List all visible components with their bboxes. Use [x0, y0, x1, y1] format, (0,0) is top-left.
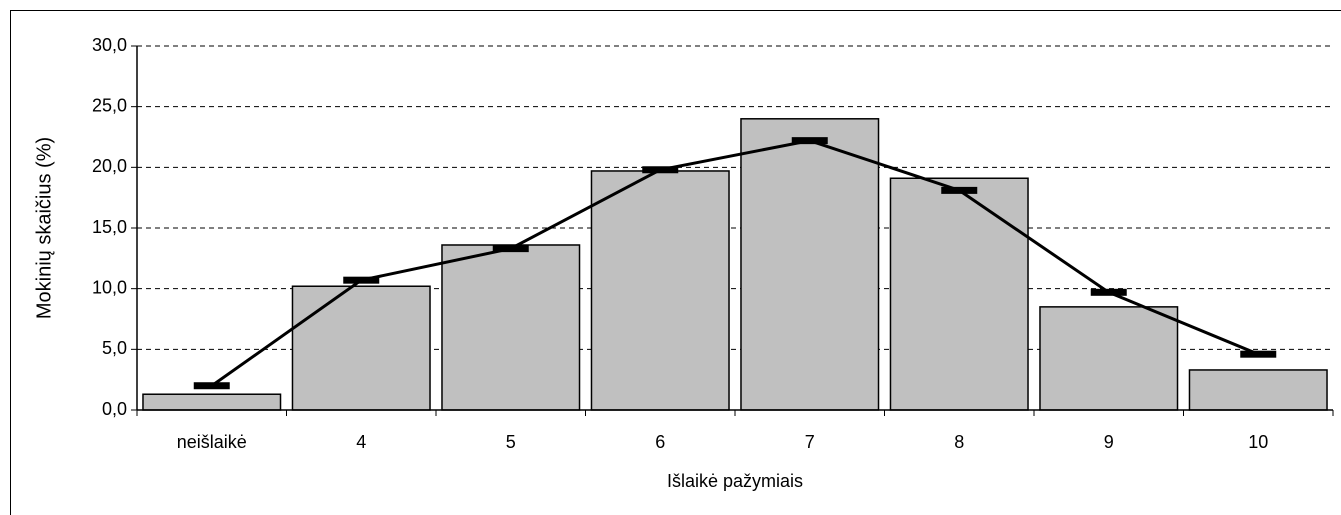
x-tick-label: 8 — [954, 432, 964, 452]
bar — [142, 393, 282, 411]
line-marker — [1090, 288, 1127, 296]
bar — [1039, 306, 1179, 411]
y-tick-label: 25,0 — [92, 95, 127, 115]
x-axis-label: Išlaikė pažymiais — [667, 471, 803, 491]
y-tick-label: 10,0 — [92, 277, 127, 297]
line — [210, 139, 1259, 387]
y-tick-label: 0,0 — [102, 399, 127, 419]
x-tick-label: neišlaikė — [177, 432, 247, 452]
x-tick-label: 5 — [506, 432, 516, 452]
bar — [441, 244, 581, 411]
y-axis-label: Mokinių skaičius (%) — [33, 137, 55, 319]
y-tick-label: 30,0 — [92, 35, 127, 55]
y-tick-label: 15,0 — [92, 217, 127, 237]
y-tick-label: 5,0 — [102, 338, 127, 358]
bar — [1188, 369, 1328, 411]
line-marker — [642, 166, 679, 174]
line-marker — [343, 276, 380, 284]
x-tick-label: 9 — [1104, 432, 1114, 452]
line-marker — [791, 137, 828, 145]
bar — [740, 118, 880, 411]
chart-frame — [10, 10, 1341, 515]
bar — [291, 285, 431, 411]
line-marker — [193, 382, 230, 390]
x-tick-label: 6 — [655, 432, 665, 452]
line-marker — [941, 186, 978, 194]
line-marker — [1240, 350, 1277, 358]
bar — [590, 170, 730, 411]
x-tick-label: 7 — [805, 432, 815, 452]
bar — [889, 177, 1029, 411]
x-tick-label: 10 — [1248, 432, 1268, 452]
x-tick-label: 4 — [356, 432, 366, 452]
y-tick-label: 20,0 — [92, 156, 127, 176]
line-marker — [492, 245, 529, 253]
